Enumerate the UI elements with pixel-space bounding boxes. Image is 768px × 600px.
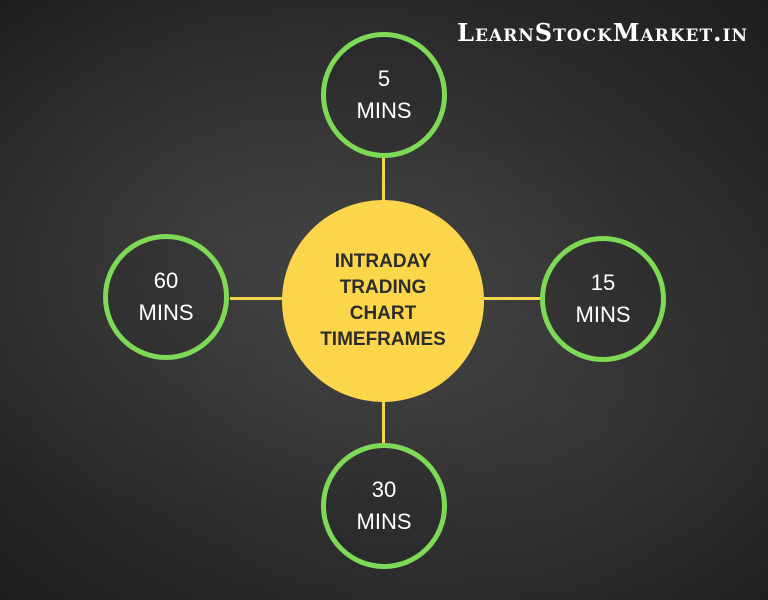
center-node: INTRADAY TRADING CHART TIMEFRAMES	[282, 200, 484, 402]
node-label-bottom: 30 MINS	[356, 477, 412, 534]
connector-bottom	[382, 402, 385, 446]
node-15-mins: 15 MINS	[540, 236, 666, 362]
connector-left	[230, 297, 282, 300]
node-60-mins: 60 MINS	[103, 234, 229, 360]
node-5-mins: 5 MINS	[321, 32, 447, 158]
node-30-mins: 30 MINS	[321, 443, 447, 569]
connector-right	[484, 297, 542, 300]
node-label-left: 60 MINS	[138, 268, 194, 325]
connector-top	[382, 156, 385, 202]
node-label-top: 5 MINS	[356, 66, 412, 123]
brand-logo: LearnStockMarket.in	[457, 18, 748, 47]
node-label-right: 15 MINS	[575, 270, 631, 327]
center-label: INTRADAY TRADING CHART TIMEFRAMES	[320, 250, 446, 351]
